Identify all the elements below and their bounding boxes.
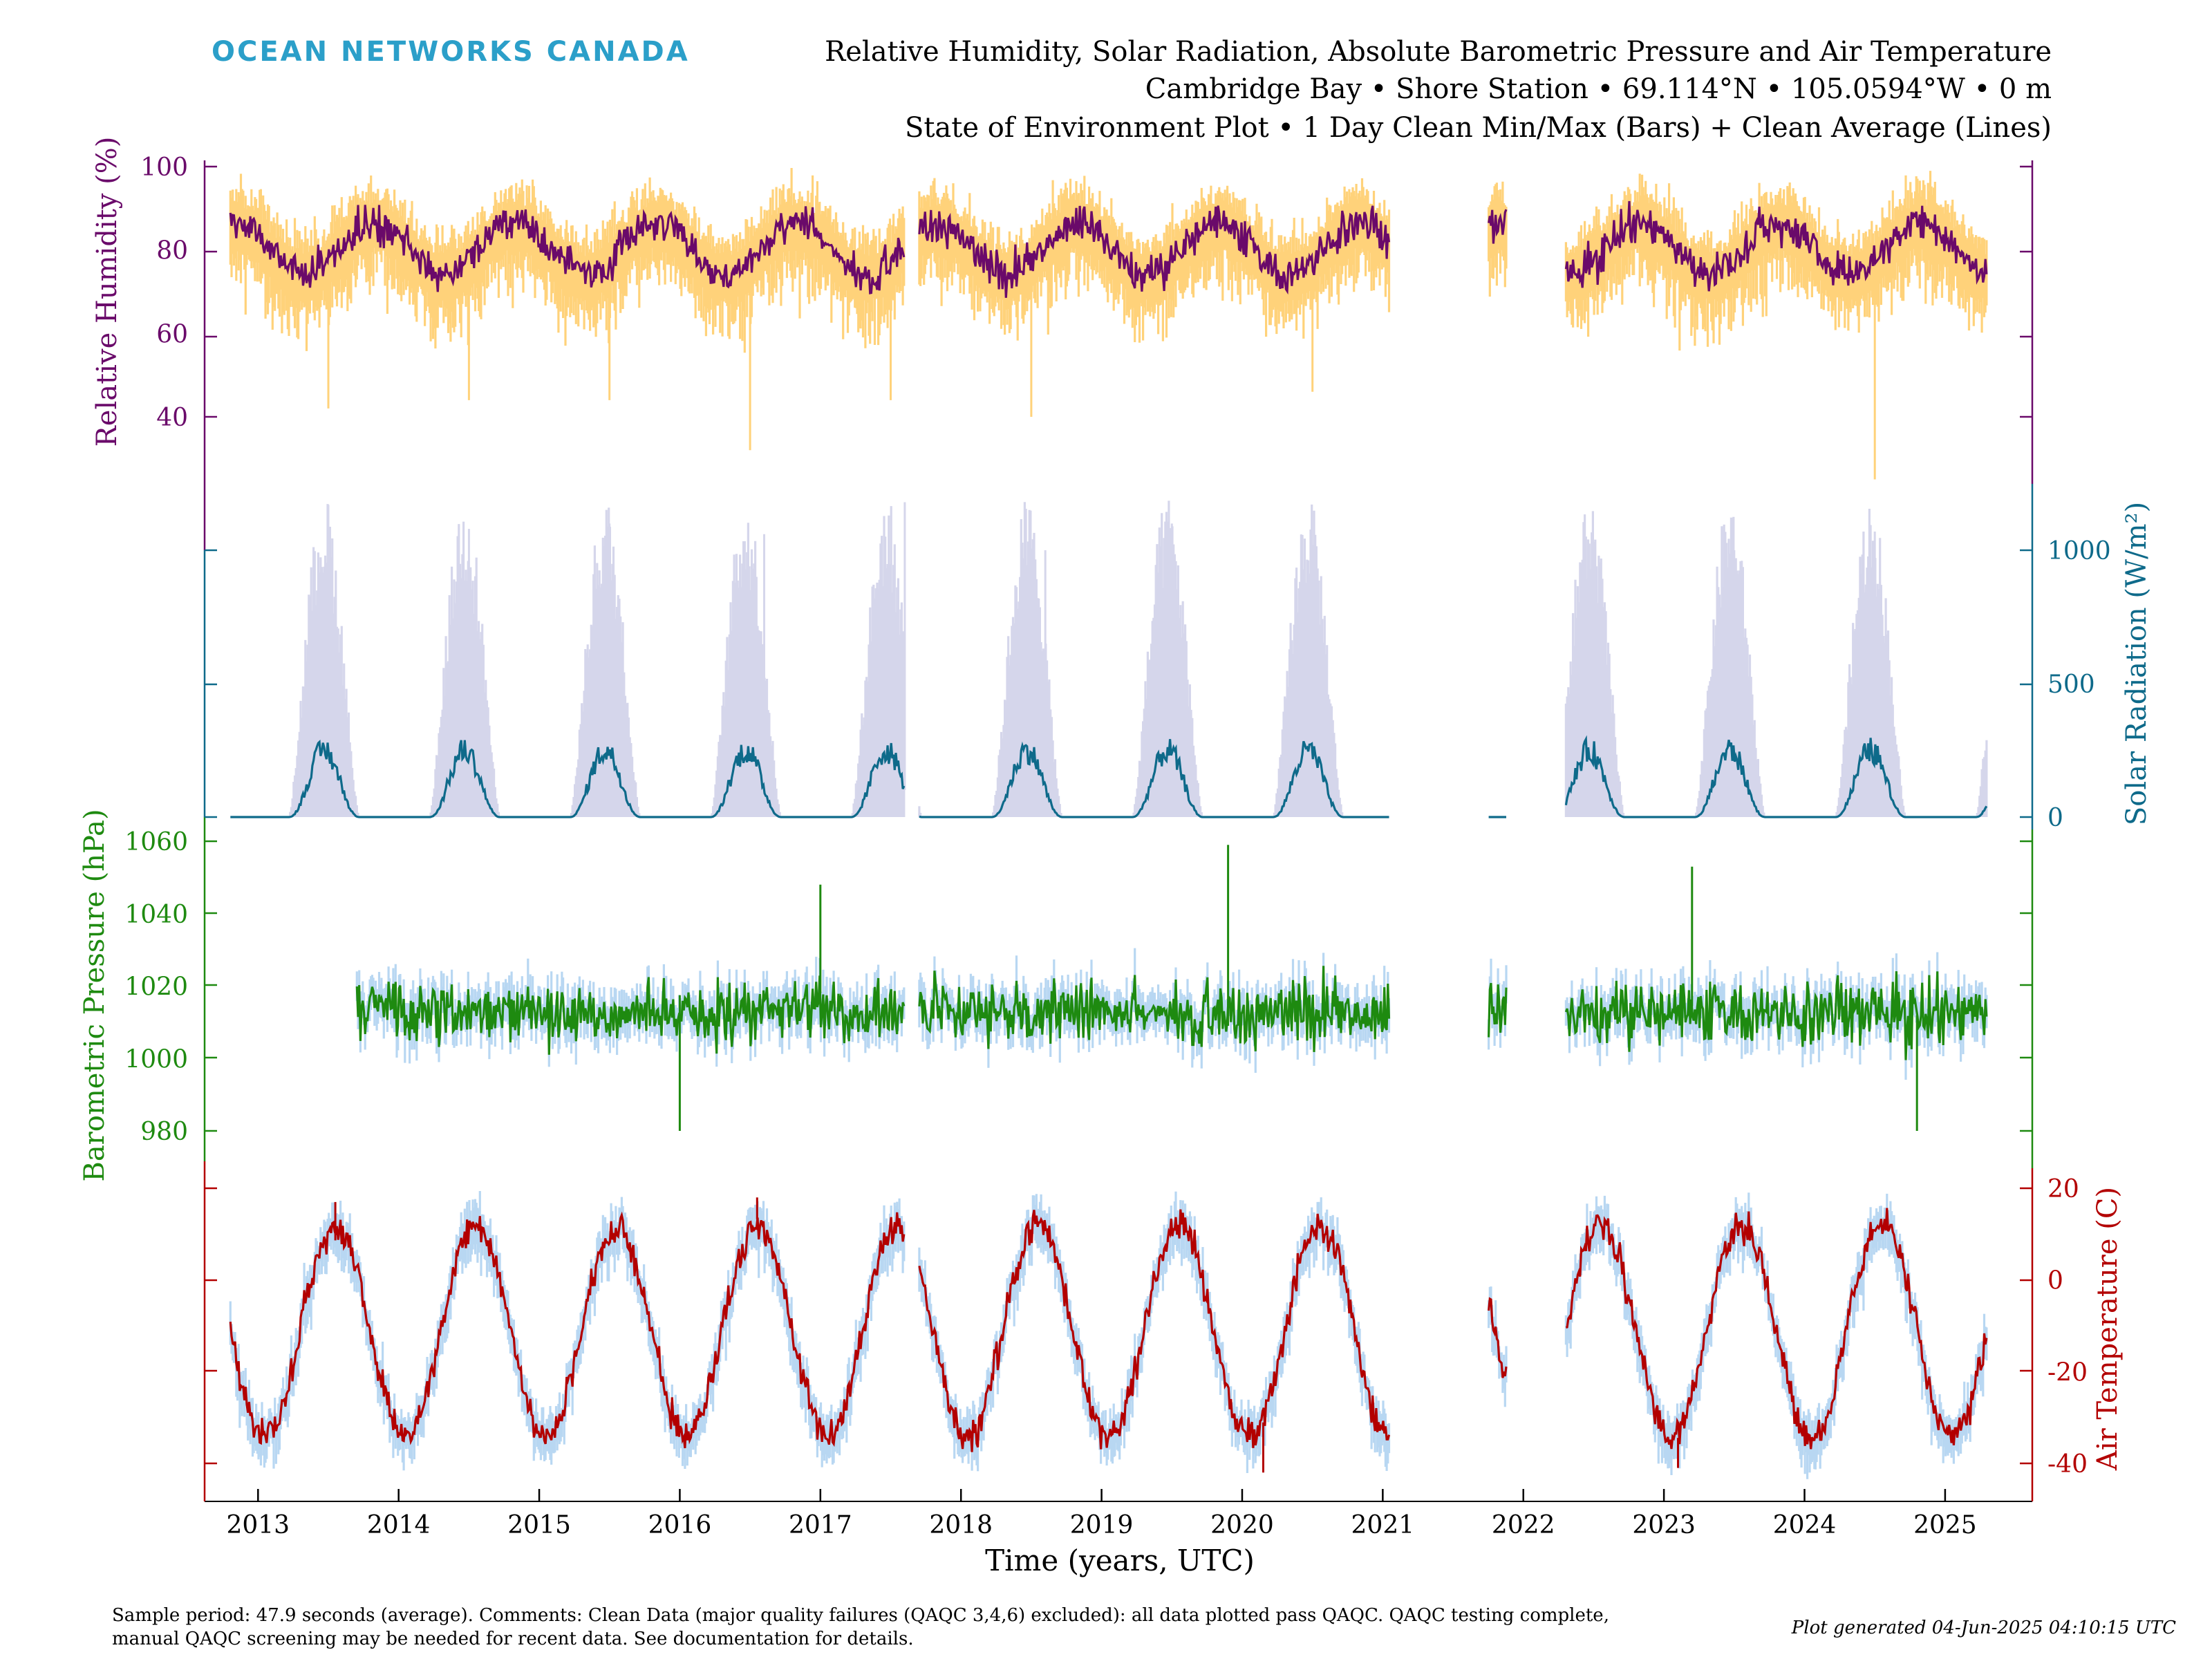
pressure-min-max-bars: [355, 845, 1988, 1131]
chart-subtitle-location: Cambridge Bay • Shore Station • 69.114°N…: [1145, 73, 2052, 105]
chart-title: Relative Humidity, Solar Radiation, Abso…: [825, 36, 2052, 68]
chart-subtitle-method: State of Environment Plot • 1 Day Clean …: [904, 112, 2052, 144]
rh-min-max-bars: [229, 168, 1988, 480]
solar-min-max-bars: [289, 500, 1988, 817]
ocean-networks-canada-logo: OCEAN NETWORKS CANADA: [212, 36, 690, 68]
min-max-bars-layer: [229, 168, 1988, 1479]
